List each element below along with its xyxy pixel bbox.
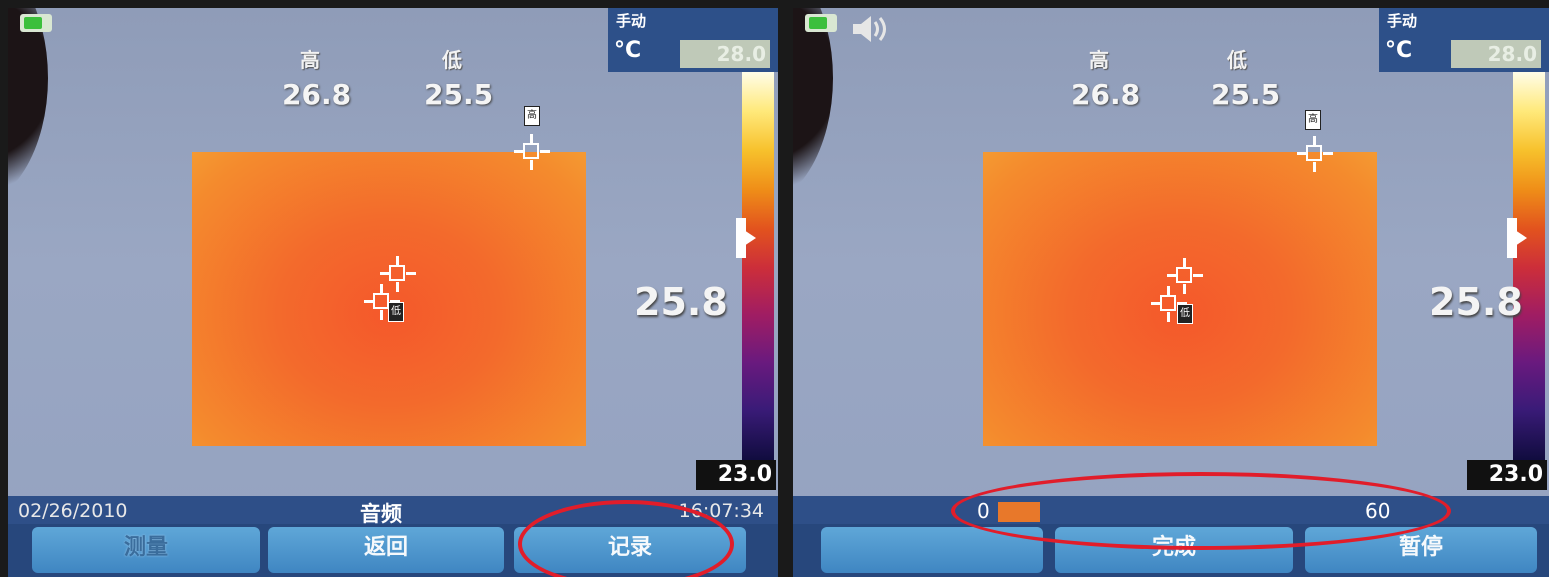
- high-marker-tag: 高: [524, 106, 540, 126]
- low-crosshair-icon: [1151, 286, 1187, 322]
- progress-highlight-ring: [951, 472, 1451, 550]
- range-panel: 手动 °C 28.0: [1379, 8, 1549, 72]
- low-crosshair-icon: [364, 284, 400, 320]
- battery-icon: [805, 14, 837, 32]
- color-palette-bar: [742, 72, 774, 464]
- softkey-measure-button[interactable]: 测量: [32, 527, 260, 573]
- softkey-back-button[interactable]: 返回: [268, 527, 504, 573]
- thermal-screen-recording: 高 低 26.8 25.5 手动 °C 28.0 25.8 23.0 高 低 0…: [793, 8, 1549, 577]
- high-crosshair-icon: [1297, 136, 1333, 172]
- unit-label: °C: [614, 38, 642, 63]
- center-temperature: 25.8: [1429, 280, 1523, 324]
- low-marker-tag: 低: [1177, 304, 1193, 324]
- battery-icon: [20, 14, 52, 32]
- palette-pointer-icon: [1509, 226, 1527, 250]
- low-value: 25.5: [424, 78, 494, 111]
- date-readout: 02/26/2010: [18, 500, 128, 522]
- palette-pointer-icon: [738, 226, 756, 250]
- audio-label: 音频: [360, 502, 402, 526]
- low-label: 低: [1227, 48, 1247, 72]
- center-crosshair-icon: [1167, 258, 1203, 294]
- high-label: 高: [1089, 48, 1109, 72]
- thermal-screen-record: 高 低 26.8 25.5 手动 °C 28.0 25.8 23.0 高 低 0…: [8, 8, 778, 577]
- high-value: 26.8: [282, 78, 352, 111]
- low-marker-tag: 低: [388, 302, 404, 322]
- camera-bezel-shadow: [8, 8, 48, 208]
- center-crosshair-icon: [380, 256, 416, 292]
- span-max-value: 28.0: [680, 40, 770, 68]
- camera-bezel-shadow: [793, 8, 833, 208]
- high-marker-tag: 高: [1305, 110, 1321, 130]
- high-label: 高: [300, 48, 320, 72]
- range-mode-label[interactable]: 手动: [616, 12, 647, 30]
- record-button-highlight-ring: [518, 500, 734, 577]
- high-value: 26.8: [1071, 78, 1141, 111]
- unit-label: °C: [1385, 38, 1413, 63]
- thermal-target-area: [983, 152, 1377, 446]
- range-mode-label[interactable]: 手动: [1387, 12, 1418, 30]
- speaker-icon: [853, 16, 886, 42]
- thermal-target-area: [192, 152, 586, 446]
- center-temperature: 25.8: [634, 280, 728, 324]
- color-palette-bar: [1513, 72, 1545, 464]
- high-crosshair-icon: [514, 134, 550, 170]
- low-value: 25.5: [1211, 78, 1281, 111]
- range-panel: 手动 °C 28.0: [608, 8, 778, 72]
- span-max-value: 28.0: [1451, 40, 1541, 68]
- span-min-value: 23.0: [696, 460, 776, 490]
- span-min-value: 23.0: [1467, 460, 1547, 490]
- low-label: 低: [442, 48, 462, 72]
